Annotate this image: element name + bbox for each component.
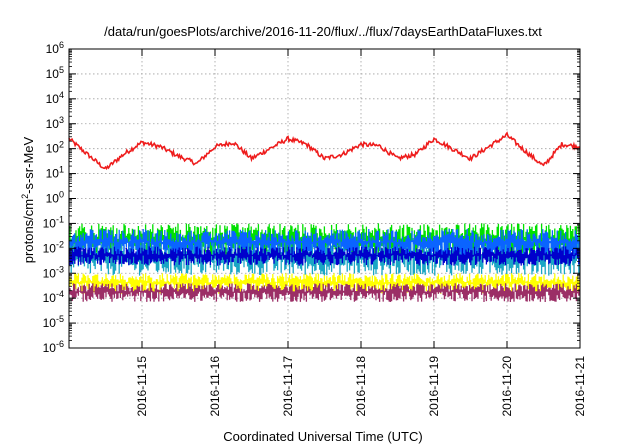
y-tick-label: 104 bbox=[46, 90, 64, 106]
chart-title: /data/run/goesPlots/archive/2016-11-20/f… bbox=[104, 24, 542, 39]
y-tick-label: 10-3 bbox=[43, 264, 64, 280]
y-tick-label: 10-2 bbox=[43, 239, 64, 255]
y-tick-label: 105 bbox=[46, 65, 64, 81]
y-tick-label: 106 bbox=[46, 40, 64, 56]
series-group bbox=[68, 131, 581, 302]
x-axis: 2016-11-15 2016-11-16 2016-11-17 2016-11-18… bbox=[135, 49, 587, 417]
flux-band-5 bbox=[69, 246, 580, 266]
x-tick-label: 2016-11-16 bbox=[208, 356, 222, 417]
x-tick-label: 2016-11-18 bbox=[354, 356, 368, 417]
x-tick-label: 2016-11-20 bbox=[500, 356, 514, 417]
y-tick-label: 101 bbox=[46, 165, 64, 181]
flux-band-7 bbox=[69, 283, 580, 302]
y-axis-label: protons/cm2-s-sr-MeV bbox=[20, 136, 36, 263]
x-tick-label: 2016-11-21 bbox=[573, 356, 587, 417]
x-axis-label: Coordinated Universal Time (UTC) bbox=[223, 429, 422, 444]
y-tick-label: 100 bbox=[46, 190, 64, 206]
y-tick-label: 102 bbox=[46, 140, 64, 156]
series-5 bbox=[69, 246, 580, 266]
y-tick-label: 10-6 bbox=[43, 339, 64, 355]
series-6 bbox=[69, 273, 580, 294]
y-tick-label: 10-4 bbox=[43, 289, 64, 305]
series-1 bbox=[68, 131, 581, 171]
series-7 bbox=[69, 283, 580, 302]
y-tick-label: 103 bbox=[46, 115, 64, 131]
series-4 bbox=[69, 229, 580, 259]
x-tick-label: 2016-11-15 bbox=[135, 356, 149, 417]
flux-band-6 bbox=[69, 273, 580, 294]
x-tick-label: 2016-11-19 bbox=[427, 356, 441, 417]
y-axis: 106 105 104 103 102 101 100 10-1 10-2 10-3 10-4 10-… bbox=[43, 40, 580, 355]
y-tick-label: 10-1 bbox=[43, 214, 64, 230]
x-tick-label: 2016-11-17 bbox=[281, 356, 295, 417]
y-tick-label: 10-5 bbox=[43, 314, 64, 330]
flux-line-1 bbox=[68, 131, 581, 171]
flux-band-4 bbox=[69, 229, 580, 259]
